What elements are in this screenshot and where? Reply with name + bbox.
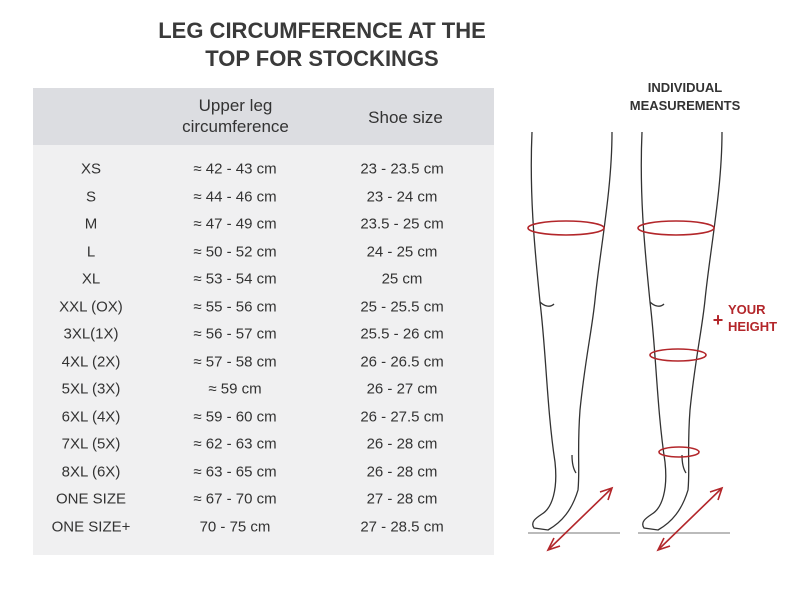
table-cell: XS	[80, 160, 101, 178]
table-cell: ≈ 44 - 46 cm	[193, 188, 277, 205]
table-cell: ≈ 59 cm	[208, 380, 262, 398]
table-cell: 25 - 25.5 cm	[360, 298, 444, 315]
height-note: YOUR	[728, 302, 766, 317]
table-header: Upper leg circumference Shoe size	[33, 88, 494, 145]
table-cell: 23 - 23.5 cm	[360, 160, 444, 178]
table-cell: ≈ 59 - 60 cm	[193, 408, 277, 425]
table-cell: XL	[81, 270, 101, 288]
table-cell: 6XL (4X)	[61, 408, 121, 425]
table-cell: 7XL (5X)	[61, 435, 121, 453]
table-cell: 26 - 27 cm	[366, 380, 438, 398]
table-cell: 26 - 27.5 cm	[360, 408, 444, 425]
table-cell: ≈ 50 - 52 cm	[193, 243, 277, 260]
height-note: HEIGHT	[728, 319, 777, 334]
table-cell: 27 - 28 cm	[366, 490, 438, 508]
table-cell: ≈ 62 - 63 cm	[193, 435, 277, 453]
title-line: TOP FOR STOCKINGS	[205, 46, 439, 71]
table-cell: ≈ 57 - 58 cm	[193, 353, 277, 370]
table-cell: 4XL (2X)	[61, 353, 121, 370]
table-cell: ≈ 47 - 49 cm	[193, 215, 277, 233]
table-cell: S	[85, 188, 96, 205]
table-cell: ≈ 55 - 56 cm	[193, 298, 277, 315]
table-cell: ≈ 56 - 57 cm	[193, 325, 277, 343]
table-cell: 23 - 24 cm	[366, 188, 438, 205]
table-cell: 25 cm	[381, 270, 423, 288]
illustration-heading: MEASUREMENTS	[630, 98, 741, 113]
table-cell: ≈ 53 - 54 cm	[193, 270, 277, 288]
table-cell: ≈ 67 - 70 cm	[193, 490, 277, 508]
table-cell: 25.5 - 26 cm	[360, 325, 444, 343]
table-cell: 23.5 - 25 cm	[360, 215, 444, 233]
table-cell: 26 - 26.5 cm	[360, 353, 444, 370]
title-line: LEG CIRCUMFERENCE AT THE	[158, 18, 486, 43]
legs	[530, 131, 723, 531]
plus-sign: +	[713, 310, 724, 330]
table-cell: 3XL(1X)	[63, 325, 119, 343]
table-cell: 27 - 28.5 cm	[360, 518, 444, 535]
table-cell: M	[84, 215, 98, 233]
table-cell: L	[86, 243, 96, 260]
table-cell: ONE SIZE+	[51, 518, 131, 535]
table-cell: 24 - 25 cm	[366, 243, 438, 260]
table-cell: 26 - 28 cm	[366, 463, 438, 480]
column-header: Upper leg circumference	[182, 96, 289, 136]
table-cell: ≈ 63 - 65 cm	[193, 463, 277, 480]
table-cell: ≈ 42 - 43 cm	[193, 160, 277, 178]
table-cell: 5XL (3X)	[61, 380, 121, 398]
measure-marks	[527, 220, 724, 552]
illustration-heading: INDIVIDUAL	[648, 80, 722, 95]
table-cell: ONE SIZE	[55, 490, 126, 508]
table-cell: XXL (OX)	[59, 298, 123, 315]
column-header: Shoe size	[368, 108, 443, 127]
leg-illustration: INDIVIDUAL MEASUREMENTS + YOUR HEIGHT	[527, 80, 777, 552]
size-table: Upper leg circumference Shoe size XS ≈ 42…	[33, 88, 494, 555]
table-cell: 26 - 28 cm	[366, 435, 438, 453]
table-cell: 70 - 75 cm	[199, 518, 271, 535]
table-cell: 8XL (6X)	[61, 463, 121, 480]
